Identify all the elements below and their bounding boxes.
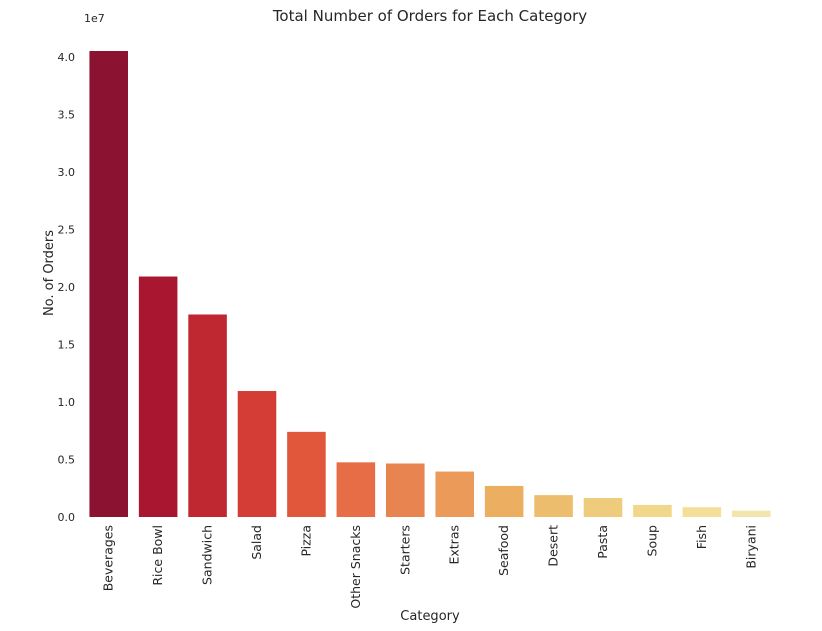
y-tick-label: 2.5 <box>58 223 76 236</box>
y-tick-label: 2.0 <box>58 281 76 294</box>
y-axis-ticks: 0.0 0.5 1.0 1.5 2.0 2.5 3.0 3.5 4.0 <box>58 51 76 524</box>
x-tick-label: Extras <box>447 525 462 565</box>
x-tick-label: Beverages <box>101 525 116 591</box>
x-axis-ticks: Beverages Rice Bowl Sandwich Salad Pizza Othe… <box>101 525 759 609</box>
bar <box>89 51 128 517</box>
y-tick-label: 0.0 <box>58 511 76 524</box>
bar <box>336 462 376 517</box>
y-tick-label: 1.5 <box>58 338 76 351</box>
bars <box>89 51 771 517</box>
x-tick-label: Seafood <box>496 525 511 576</box>
y-tick-label: 4.0 <box>58 51 76 64</box>
bar <box>583 498 623 517</box>
bar <box>287 431 326 517</box>
bar <box>633 504 672 517</box>
y-tick-label: 3.0 <box>58 166 76 179</box>
x-axis-label: Category <box>400 609 460 624</box>
x-tick-label: Desert <box>546 525 561 567</box>
x-tick-label: Starters <box>397 525 412 575</box>
x-tick-label: Fish <box>694 525 709 549</box>
y-tick-label: 1.0 <box>58 396 76 409</box>
bar <box>188 314 227 517</box>
x-tick-label: Sandwich <box>200 525 215 585</box>
bar <box>682 507 722 517</box>
y-tick-label: 0.5 <box>58 453 76 466</box>
bar <box>732 510 771 517</box>
x-tick-label: Biryani <box>743 525 758 569</box>
bar <box>386 463 425 517</box>
x-tick-label: Soup <box>644 525 659 557</box>
y-tick-label: 3.5 <box>58 108 76 121</box>
x-tick-label: Other Snacks <box>348 525 363 609</box>
y-scale-note: 1e7 <box>84 12 105 25</box>
y-axis-label: No. of Orders <box>42 230 57 316</box>
bar <box>534 495 573 517</box>
bar <box>237 391 277 517</box>
x-tick-label: Salad <box>249 525 264 560</box>
bar <box>435 471 474 517</box>
x-tick-label: Pasta <box>595 525 610 559</box>
x-tick-label: Rice Bowl <box>150 525 165 586</box>
chart-title: Total Number of Orders for Each Category <box>272 7 587 25</box>
bar <box>484 485 524 517</box>
x-tick-label: Pizza <box>298 525 313 557</box>
bar <box>138 276 178 517</box>
